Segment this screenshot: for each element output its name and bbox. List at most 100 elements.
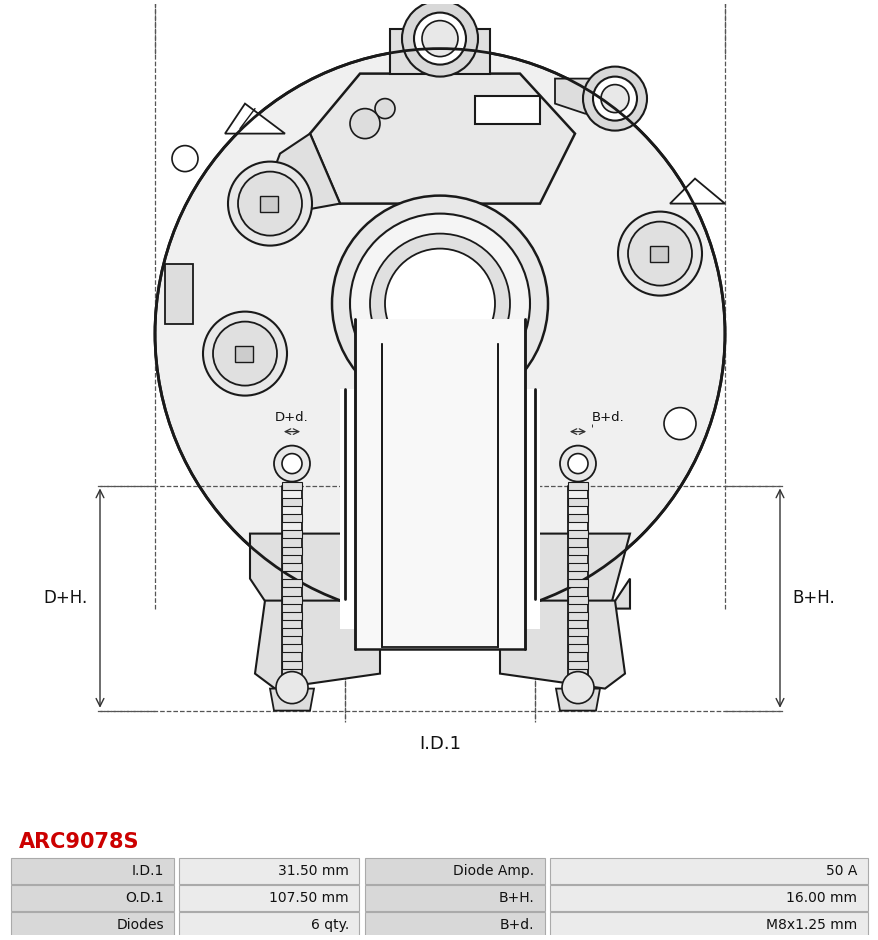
Text: Diodes: Diodes (116, 918, 163, 932)
Polygon shape (669, 179, 724, 204)
Polygon shape (264, 133, 340, 213)
Polygon shape (554, 79, 634, 118)
FancyBboxPatch shape (549, 913, 867, 938)
FancyBboxPatch shape (567, 628, 587, 636)
FancyBboxPatch shape (282, 498, 302, 506)
Circle shape (172, 146, 198, 172)
Polygon shape (390, 28, 489, 73)
Circle shape (567, 454, 587, 474)
FancyBboxPatch shape (282, 563, 302, 571)
FancyBboxPatch shape (179, 858, 359, 884)
FancyBboxPatch shape (364, 913, 544, 938)
FancyBboxPatch shape (282, 547, 302, 555)
Circle shape (349, 213, 529, 394)
FancyBboxPatch shape (11, 913, 174, 938)
FancyBboxPatch shape (567, 563, 587, 571)
Circle shape (349, 109, 379, 138)
Circle shape (385, 248, 494, 358)
FancyBboxPatch shape (282, 481, 302, 490)
Circle shape (593, 76, 637, 120)
FancyBboxPatch shape (260, 196, 277, 212)
Text: D+d.: D+d. (275, 411, 308, 424)
Polygon shape (270, 689, 313, 711)
FancyBboxPatch shape (567, 547, 587, 555)
Circle shape (601, 85, 629, 113)
FancyBboxPatch shape (282, 628, 302, 636)
Circle shape (627, 222, 691, 286)
FancyBboxPatch shape (179, 885, 359, 911)
Text: B+d.: B+d. (591, 411, 624, 424)
Text: M8x1.25 mm: M8x1.25 mm (765, 918, 856, 932)
FancyBboxPatch shape (549, 858, 867, 884)
FancyBboxPatch shape (282, 677, 302, 685)
Text: B+H.: B+H. (791, 589, 834, 607)
FancyBboxPatch shape (649, 245, 667, 261)
Circle shape (203, 311, 287, 396)
Circle shape (582, 67, 646, 131)
Circle shape (617, 212, 702, 295)
FancyBboxPatch shape (234, 346, 253, 362)
FancyBboxPatch shape (282, 530, 302, 539)
FancyBboxPatch shape (282, 645, 302, 652)
FancyBboxPatch shape (282, 514, 302, 523)
FancyBboxPatch shape (567, 530, 587, 539)
FancyBboxPatch shape (282, 612, 302, 619)
Text: I.D.1: I.D.1 (0, 939, 1, 940)
Circle shape (238, 172, 302, 236)
Text: 6 qty.: 6 qty. (311, 918, 349, 932)
FancyBboxPatch shape (567, 514, 587, 523)
FancyBboxPatch shape (165, 263, 193, 323)
FancyBboxPatch shape (549, 885, 867, 911)
Text: I.D.1: I.D.1 (419, 734, 460, 753)
Text: D+H.: D+H. (44, 589, 88, 607)
FancyBboxPatch shape (567, 694, 587, 701)
FancyBboxPatch shape (282, 579, 302, 588)
Polygon shape (249, 534, 360, 608)
Circle shape (332, 196, 547, 412)
Text: 16.00 mm: 16.00 mm (786, 891, 856, 905)
FancyBboxPatch shape (567, 612, 587, 619)
Polygon shape (500, 601, 624, 689)
Circle shape (375, 99, 394, 118)
Circle shape (155, 49, 724, 619)
Polygon shape (310, 73, 574, 204)
Circle shape (274, 446, 310, 481)
FancyBboxPatch shape (567, 498, 587, 506)
Circle shape (212, 321, 277, 385)
Circle shape (414, 12, 465, 65)
Circle shape (559, 446, 595, 481)
Text: 50 A: 50 A (825, 864, 856, 878)
Text: O.D.1: O.D.1 (125, 891, 163, 905)
Circle shape (401, 1, 478, 76)
Polygon shape (344, 388, 535, 733)
FancyBboxPatch shape (11, 885, 174, 911)
Circle shape (227, 162, 312, 245)
Polygon shape (355, 319, 524, 649)
Text: Diode Amp.: Diode Amp. (453, 864, 534, 878)
Circle shape (421, 21, 457, 56)
Circle shape (663, 408, 695, 440)
Text: B+d.: B+d. (500, 918, 534, 932)
FancyBboxPatch shape (282, 694, 302, 701)
FancyBboxPatch shape (11, 858, 174, 884)
Polygon shape (225, 103, 284, 133)
FancyBboxPatch shape (364, 858, 544, 884)
Text: 107.50 mm: 107.50 mm (270, 891, 349, 905)
FancyBboxPatch shape (567, 645, 587, 652)
Polygon shape (520, 534, 630, 608)
Circle shape (561, 671, 594, 704)
Text: I.D.1: I.D.1 (132, 864, 163, 878)
Text: 31.50 mm: 31.50 mm (277, 864, 349, 878)
Text: ARC9078S: ARC9078S (19, 832, 140, 852)
FancyBboxPatch shape (282, 596, 302, 603)
FancyBboxPatch shape (282, 661, 302, 668)
Circle shape (370, 234, 509, 373)
FancyBboxPatch shape (364, 885, 544, 911)
FancyBboxPatch shape (179, 913, 359, 938)
Polygon shape (255, 601, 379, 689)
FancyBboxPatch shape (567, 579, 587, 588)
Text: B+H.: B+H. (498, 891, 534, 905)
FancyBboxPatch shape (567, 661, 587, 668)
Polygon shape (556, 689, 600, 711)
FancyBboxPatch shape (567, 481, 587, 490)
